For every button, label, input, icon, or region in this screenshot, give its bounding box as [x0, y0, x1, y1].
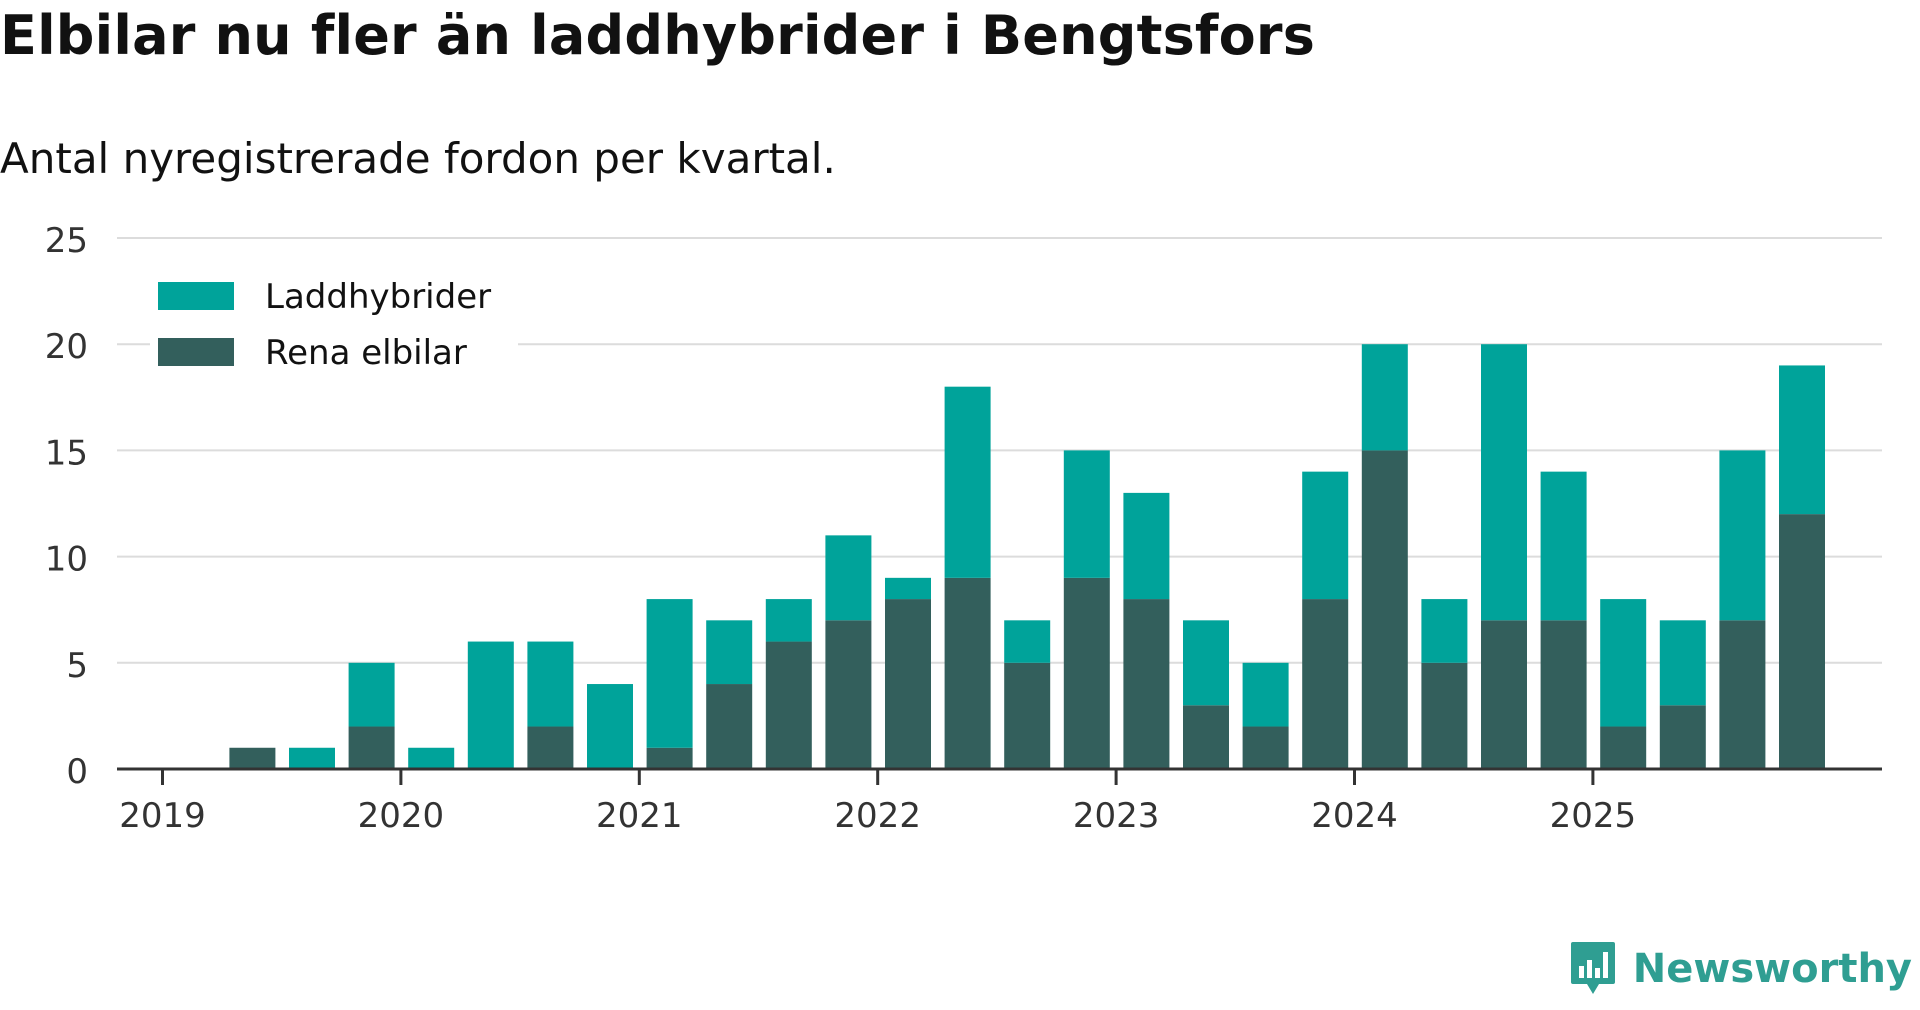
chart-subtitle: Antal nyregistrerade fordon per kvartal.: [0, 134, 836, 183]
y-tick-label: 0: [66, 752, 88, 792]
bar-rena-elbilar: [646, 747, 693, 769]
bar-laddhybrider: [587, 684, 633, 769]
bar-rena-elbilar: [229, 747, 276, 769]
bar-rena-elbilar: [348, 726, 395, 769]
bar-laddhybrider: [1302, 471, 1349, 600]
bar-rena-elbilar: [1779, 514, 1825, 769]
legend-label: Rena elbilar: [265, 333, 467, 373]
x-tick-label: 2019: [119, 796, 206, 836]
y-tick-label: 25: [45, 221, 88, 261]
bar-laddhybrider: [1481, 344, 1527, 621]
bar-rena-elbilar: [1540, 620, 1587, 769]
y-tick-label: 20: [45, 327, 88, 367]
x-tick-label: 2021: [596, 796, 683, 836]
bar-laddhybrider: [348, 662, 395, 727]
bar-laddhybrider: [944, 386, 991, 578]
bar-rena-elbilar: [1004, 662, 1051, 769]
bar-laddhybrider: [646, 599, 693, 748]
x-tick-label: 2025: [1550, 796, 1637, 836]
bar-laddhybrider: [527, 641, 574, 727]
newsworthy-logo-icon: [1570, 942, 1615, 994]
bar-laddhybrider: [467, 641, 514, 769]
bar-rena-elbilar: [825, 620, 872, 769]
legend-label: Laddhybrider: [265, 277, 491, 317]
y-tick-label: 10: [45, 540, 88, 580]
brand-name: Newsworthy: [1632, 946, 1912, 992]
bar-rena-elbilar: [1123, 599, 1170, 769]
bar-rena-elbilar: [1183, 705, 1229, 769]
x-tick-label: 2022: [834, 796, 921, 836]
bar-laddhybrider: [1779, 365, 1825, 515]
bar-laddhybrider: [408, 747, 455, 769]
x-tick-label: 2023: [1073, 796, 1160, 836]
bar-rena-elbilar: [765, 641, 812, 769]
bar-rena-elbilar: [944, 577, 991, 769]
bar-rena-elbilar: [527, 726, 574, 769]
bar-rena-elbilar: [885, 599, 931, 769]
bar-rena-elbilar: [1719, 620, 1766, 769]
y-tick-label: 5: [66, 646, 88, 686]
bar-rena-elbilar: [1600, 726, 1647, 769]
bar-laddhybrider: [1540, 471, 1587, 621]
x-tick-label: 2024: [1311, 796, 1398, 836]
bar-rena-elbilar: [1421, 662, 1468, 769]
bar-rena-elbilar: [1659, 705, 1706, 769]
bar-rena-elbilar: [706, 684, 753, 769]
bar-rena-elbilar: [1063, 577, 1110, 769]
bar-rena-elbilar: [1481, 620, 1527, 769]
bar-laddhybrider: [1659, 620, 1706, 706]
bar-rena-elbilar: [1361, 450, 1408, 769]
bar-laddhybrider: [1242, 662, 1289, 727]
bar-laddhybrider: [1004, 620, 1051, 663]
x-tick-label: 2020: [358, 796, 445, 836]
bar-laddhybrider: [1719, 450, 1766, 621]
bar-laddhybrider: [706, 620, 753, 685]
bar-laddhybrider: [765, 599, 812, 642]
bar-rena-elbilar: [1242, 726, 1289, 769]
bar-laddhybrider: [825, 535, 872, 621]
legend-swatch: [158, 282, 234, 310]
bar-laddhybrider: [1063, 450, 1110, 578]
y-tick-label: 15: [45, 433, 88, 473]
bar-laddhybrider: [1183, 620, 1229, 706]
bar-rena-elbilar: [1302, 599, 1349, 769]
chart-title: Elbilar nu fler än laddhybrider i Bengts…: [0, 4, 1316, 67]
bar-laddhybrider: [1600, 599, 1647, 727]
brand-logo: Newsworthy: [1569, 940, 1912, 998]
bar-laddhybrider: [1123, 492, 1170, 600]
bar-laddhybrider: [1421, 599, 1468, 663]
bar-laddhybrider: [289, 747, 335, 769]
bar-laddhybrider: [885, 577, 931, 600]
legend-swatch: [158, 338, 234, 366]
bar-laddhybrider: [1361, 344, 1408, 451]
